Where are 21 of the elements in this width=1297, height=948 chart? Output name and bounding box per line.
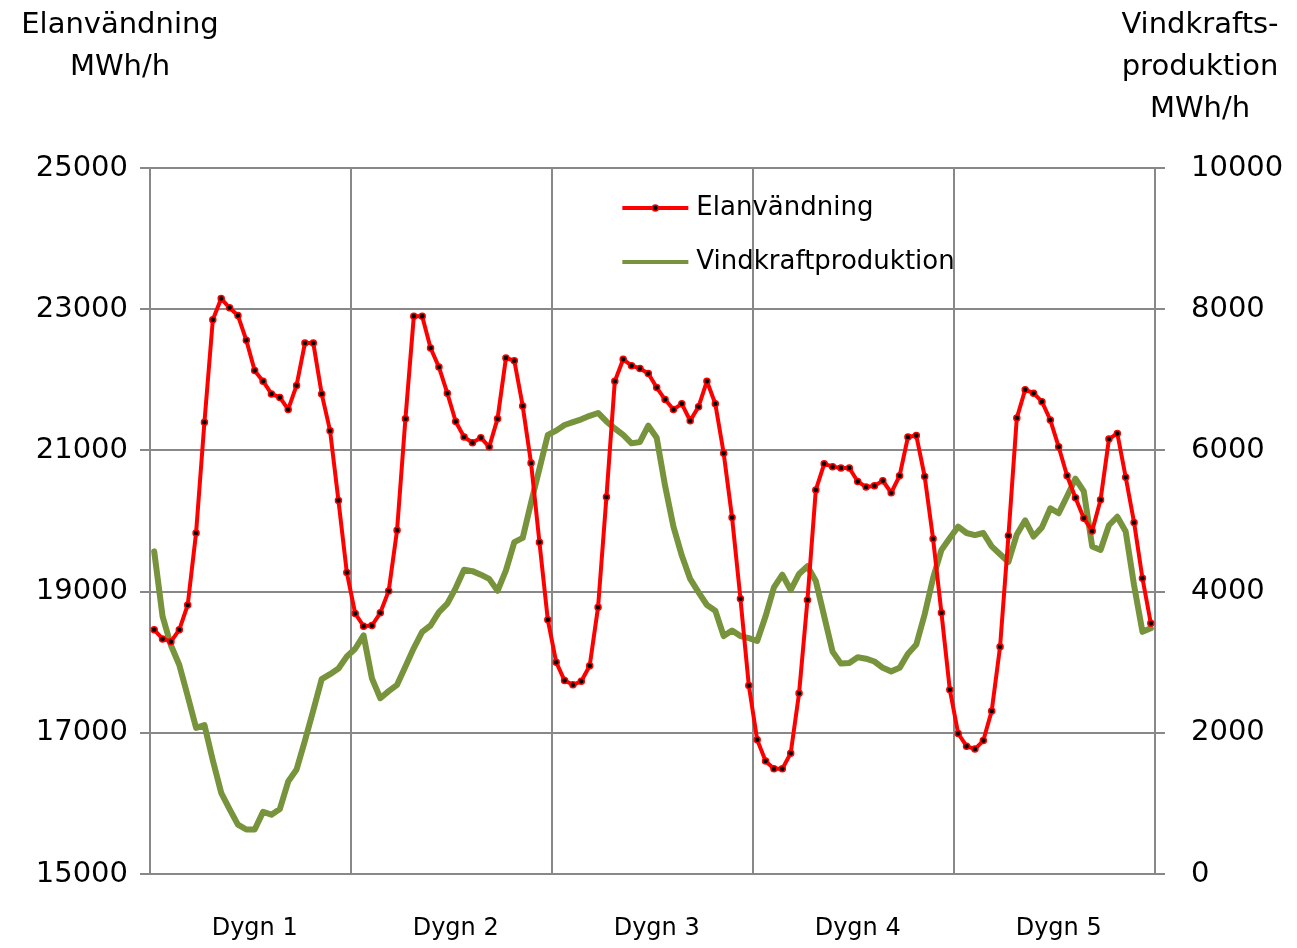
- y2-tick-label: 0: [1191, 854, 1210, 889]
- y-tick-label: 23000: [35, 289, 128, 324]
- y-axis-title: Elanvändning MWh/h: [20, 5, 220, 84]
- x-tick-label: Dygn 3: [613, 912, 700, 941]
- y2-tick-label: 6000: [1191, 430, 1265, 465]
- x-tick-label: Dygn 4: [814, 912, 901, 941]
- x-tick-label: Dygn 5: [1015, 912, 1102, 941]
- legend-label: Elanvändning: [696, 190, 874, 221]
- legend-label: Vindkraftproduktion: [696, 244, 955, 275]
- y-tick-label: 25000: [35, 148, 128, 183]
- y-tick-label: 21000: [35, 430, 128, 465]
- y-tick-label: 19000: [35, 572, 128, 607]
- y2-tick-label: 8000: [1191, 289, 1265, 324]
- x-tick-label: Dygn 2: [412, 912, 499, 941]
- y2-tick-label: 4000: [1191, 572, 1265, 607]
- x-tick-label: Dygn 1: [211, 912, 298, 941]
- y2-tick-label: 10000: [1191, 148, 1284, 183]
- y-tick-label: 17000: [35, 713, 128, 748]
- y-tick-label: 15000: [35, 854, 128, 889]
- y2-tick-label: 2000: [1191, 713, 1265, 748]
- y2-axis-title: Vindkrafts-produktion MWh/h: [1120, 5, 1280, 126]
